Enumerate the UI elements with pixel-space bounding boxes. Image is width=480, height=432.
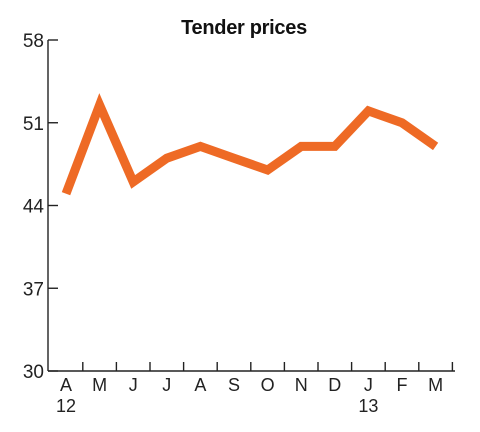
x-axis-ticks: A M J J A S O N D J F M12 13 [56, 362, 454, 416]
y-tick-label: 51 [23, 114, 44, 135]
x-tick-label: M [428, 375, 443, 395]
x-year-label: 13 [358, 396, 378, 416]
x-tick-label: A [60, 375, 72, 395]
x-tick-label: J [162, 375, 171, 395]
x-tick-label: A [194, 375, 206, 395]
series-group [61, 93, 439, 196]
x-tick-label: M [92, 375, 107, 395]
x-tick-label: O [261, 375, 275, 395]
y-tick-label: 30 [23, 362, 44, 383]
x-tick-label: J [364, 375, 373, 395]
y-tick-label: 58 [23, 31, 44, 52]
y-tick-label: 44 [23, 197, 45, 218]
y-axis-ticks: 30 37 44 51 58 [23, 31, 58, 383]
x-tick-label: S [228, 375, 240, 395]
axes [47, 40, 455, 372]
x-year-label: 12 [56, 396, 76, 416]
series-line [61, 93, 439, 196]
y-tick-label: 37 [23, 279, 44, 300]
x-tick-label: J [129, 375, 138, 395]
chart-title: Tender prices [181, 17, 307, 39]
x-tick-label: N [295, 375, 308, 395]
x-tick-label: D [328, 375, 341, 395]
x-tick-label: F [397, 375, 408, 395]
